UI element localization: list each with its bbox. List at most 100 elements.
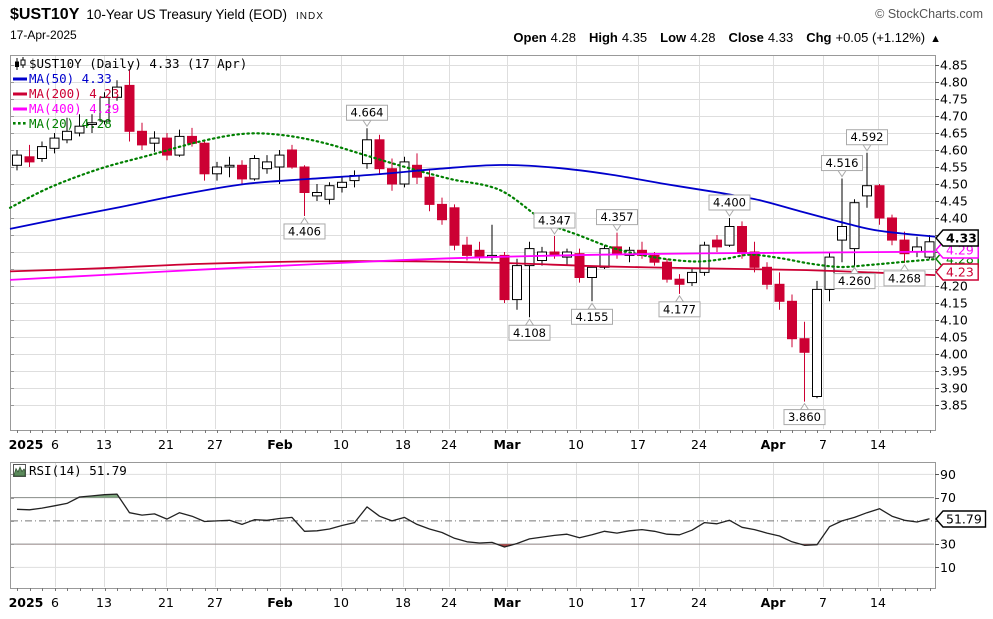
date-axis-label: 10 bbox=[568, 595, 584, 610]
price-annotation: 4.177 bbox=[658, 294, 701, 318]
candle-up bbox=[49, 137, 60, 149]
candle-up bbox=[37, 146, 47, 160]
candle-up bbox=[837, 226, 847, 241]
candle-up bbox=[587, 266, 597, 278]
rsi-axis-label: 10 bbox=[940, 560, 956, 575]
line-icon bbox=[13, 107, 27, 110]
close-label: Close bbox=[728, 30, 764, 45]
candle-down bbox=[437, 203, 447, 221]
candle-up bbox=[812, 288, 822, 397]
line-icon bbox=[13, 77, 27, 80]
price-annotation: 4.268 bbox=[883, 263, 926, 287]
price-panel-legend: $UST10Y (Daily) 4.33 (17 Apr) MA(50) 4.33… bbox=[13, 56, 247, 131]
date-axis-label: 17 bbox=[630, 595, 646, 610]
candle-up bbox=[12, 154, 22, 166]
rsi-line bbox=[16, 493, 930, 548]
price-axis-label: 3.95 bbox=[940, 364, 968, 379]
rsi-overbought-fill bbox=[17, 494, 930, 498]
annotation-box bbox=[846, 129, 888, 146]
date-axis-label: 27 bbox=[207, 595, 223, 610]
area-chart-icon bbox=[13, 464, 26, 477]
candle-down bbox=[637, 249, 647, 256]
price-axis-label: 4.20 bbox=[940, 279, 968, 294]
annotation-box bbox=[658, 301, 701, 318]
candle-down bbox=[187, 135, 197, 144]
candle-down bbox=[199, 142, 210, 175]
annotation-value: 4.406 bbox=[288, 224, 321, 238]
annotation-value: 4.260 bbox=[838, 274, 871, 288]
axis-badge-value: 4.23 bbox=[946, 265, 974, 280]
legend-item-ma200: MA(200) 4.23 bbox=[13, 86, 247, 101]
axis-badge-value: 4.33 bbox=[946, 231, 977, 246]
high-value: 4.35 bbox=[621, 30, 648, 45]
date-axis-labels: 2025 2025 6 6 13 13 21 21 27 27 Feb Feb 10 10 18 18 24 24… bbox=[9, 437, 886, 610]
date-axis-label: 13 bbox=[96, 595, 112, 610]
candle-up bbox=[62, 130, 72, 141]
rsi-panel-legend: RSI(14) 51.79 bbox=[13, 463, 127, 478]
candle-up bbox=[324, 185, 335, 200]
price-axis-labels: 4.85 4.80 4.75 4.70 4.65 4.60 4.55 4.50 4.45 4.40… bbox=[940, 58, 968, 575]
price-axis-label: 4.65 bbox=[940, 126, 968, 141]
candle-down bbox=[899, 239, 910, 255]
axis-badge: 4.23 bbox=[935, 263, 979, 281]
candle-up bbox=[249, 158, 260, 180]
candle-up bbox=[362, 139, 372, 165]
ohlc-quote-row: Open 4.28 High 4.35 Low 4.28 Close 4.33 Chg +0.05… bbox=[513, 30, 941, 45]
price-axis-label: 4.40 bbox=[940, 211, 968, 226]
axis-badge: 4.33 bbox=[935, 229, 979, 247]
date-axis-label: 27 bbox=[207, 437, 223, 452]
axis-badge-shape bbox=[935, 263, 979, 281]
date-axis-label: 17 bbox=[630, 437, 646, 452]
legend-item-ma20: MA(20) 4.28 bbox=[13, 116, 247, 131]
candle-down bbox=[774, 283, 785, 302]
candle-down bbox=[762, 266, 772, 285]
annotation-box bbox=[508, 324, 551, 341]
candle-down bbox=[874, 185, 885, 219]
candle-down bbox=[499, 254, 510, 301]
candle-up bbox=[112, 86, 122, 98]
annotation-box bbox=[571, 308, 613, 325]
up-arrow-icon: ▲ bbox=[930, 33, 941, 45]
candle-down bbox=[387, 168, 397, 185]
candle-up bbox=[149, 137, 160, 144]
date-axis-label: 21 bbox=[158, 595, 174, 610]
date-axis-label: 13 bbox=[96, 437, 112, 452]
date-axis-label: 14 bbox=[870, 595, 886, 610]
low-label: Low bbox=[660, 30, 687, 45]
candle-down bbox=[674, 278, 685, 285]
price-axis-label: 4.50 bbox=[940, 177, 968, 192]
annotation-value: 4.108 bbox=[513, 326, 546, 340]
open-value: 4.28 bbox=[550, 30, 576, 45]
price-axis-label: 4.10 bbox=[940, 313, 968, 328]
axis-badge-shape bbox=[935, 229, 979, 247]
candle-down bbox=[124, 84, 135, 132]
price-axis-label: 4.85 bbox=[940, 58, 968, 73]
price-axis-label: 4.70 bbox=[940, 109, 968, 124]
price-annotation: 4.664 bbox=[346, 104, 388, 128]
annotation-box bbox=[833, 273, 876, 290]
price-annotation: 4.592 bbox=[846, 129, 888, 152]
price-annotation: 4.400 bbox=[708, 194, 751, 217]
date-axis-label: 6 bbox=[51, 595, 59, 610]
ma200-line bbox=[9, 260, 936, 276]
dotted-line-icon bbox=[13, 122, 26, 125]
annotation-box bbox=[783, 409, 826, 426]
chart-header: $UST10Y 10-Year US Treasury Yield (EOD) … bbox=[10, 6, 324, 24]
legend-label: MA(200) 4.23 bbox=[29, 86, 120, 101]
price-axis-label: 4.80 bbox=[940, 75, 968, 90]
candle-down bbox=[24, 156, 35, 163]
annotation-box bbox=[596, 209, 638, 226]
price-axis-label: 3.90 bbox=[940, 381, 968, 396]
date-axis-label: 10 bbox=[333, 595, 349, 610]
price-annotation: 4.406 bbox=[283, 217, 326, 240]
candle-up bbox=[512, 265, 522, 301]
symbol-name: 10-Year US Treasury Yield (EOD) bbox=[86, 7, 287, 22]
candle-up bbox=[862, 185, 872, 197]
copyright-note: © StockCharts.com bbox=[875, 7, 983, 21]
annotation-box bbox=[708, 194, 751, 211]
price-axis-label: 3.85 bbox=[940, 398, 968, 413]
open-label: Open bbox=[513, 30, 547, 45]
annotation-value: 4.592 bbox=[851, 130, 884, 144]
